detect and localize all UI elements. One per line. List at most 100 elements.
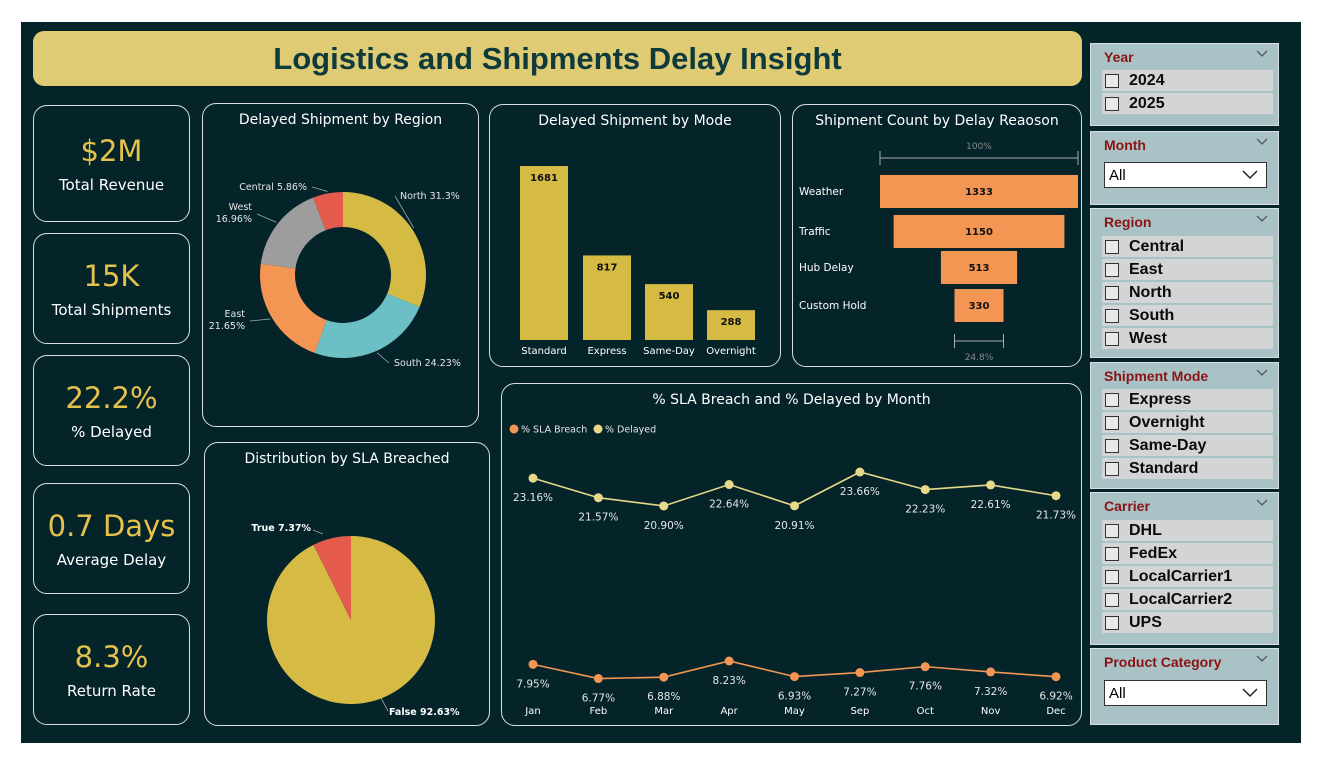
checkbox-icon[interactable]: [1105, 592, 1119, 607]
slicer-option[interactable]: Overnight: [1102, 412, 1273, 433]
funnel-bar: [940, 251, 1018, 284]
kpi-label: % Delayed: [71, 422, 152, 441]
slicer-option[interactable]: LocalCarrier2: [1102, 589, 1273, 610]
slicer-option[interactable]: Same-Day: [1102, 435, 1273, 456]
bar-value-label: 1681: [530, 173, 558, 184]
checkbox-icon[interactable]: [1105, 73, 1119, 88]
bar: [645, 284, 693, 340]
leader-line: [312, 529, 324, 535]
bar: [520, 166, 568, 340]
data-label: 21.73%: [1036, 510, 1076, 522]
data-label: 21.57%: [578, 512, 618, 524]
kpi-card-shipments: 15K Total Shipments: [33, 233, 190, 344]
data-label: 23.66%: [840, 486, 880, 498]
funnel-top-percent: 100%: [966, 142, 992, 152]
data-point: [855, 668, 865, 678]
checkbox-icon[interactable]: [1105, 331, 1119, 346]
data-point: [1051, 672, 1061, 682]
leader-line: [394, 195, 415, 229]
bar-value-label: 817: [597, 262, 618, 273]
chevron-down-icon[interactable]: [1256, 50, 1268, 58]
kpi-label: Total Shipments: [51, 300, 172, 319]
slicer-option[interactable]: East: [1102, 259, 1273, 280]
kpi-card-average-delay: 0.7 Days Average Delay: [33, 483, 190, 594]
x-tick-label: May: [784, 706, 805, 717]
month-dropdown[interactable]: All: [1104, 162, 1267, 188]
slicer-title: Month: [1104, 137, 1146, 153]
slicer-carrier: Carrier DHL FedEx LocalCarrier1 LocalCar…: [1090, 492, 1279, 645]
slicer-option[interactable]: Central: [1102, 236, 1273, 257]
chevron-down-icon[interactable]: [1256, 369, 1268, 377]
checkbox-icon[interactable]: [1105, 569, 1119, 584]
funnel-value-label: 1333: [965, 187, 993, 198]
slicer-shipment-mode: Shipment Mode Express Overnight Same-Day…: [1090, 362, 1279, 489]
checkbox-icon[interactable]: [1105, 546, 1119, 561]
donut-slice: [260, 263, 327, 354]
checkbox-icon[interactable]: [1105, 96, 1119, 111]
funnel-value-label: 330: [969, 301, 990, 312]
leader-line: [311, 186, 328, 192]
kpi-card-return-rate: 8.3% Return Rate: [33, 614, 190, 725]
slicer-option[interactable]: FedEx: [1102, 543, 1273, 564]
slicer-option[interactable]: North: [1102, 282, 1273, 303]
donut-slice: [343, 192, 426, 308]
kpi-label: Return Rate: [67, 681, 156, 700]
slicer-option-label: South: [1129, 306, 1175, 324]
slicer-option[interactable]: UPS: [1102, 612, 1273, 633]
funnel-category-label: Custom Hold: [799, 300, 866, 312]
slicer-option[interactable]: West: [1102, 328, 1273, 349]
legend-marker: [593, 424, 603, 434]
slicer-option[interactable]: 2024: [1102, 70, 1273, 91]
x-tick-label: Oct: [917, 706, 934, 717]
funnel-value-label: 1150: [965, 227, 993, 238]
slicer-title: Product Category: [1104, 654, 1222, 670]
chevron-down-icon[interactable]: [1256, 215, 1268, 223]
chart-title: Distribution by SLA Breached: [244, 451, 450, 467]
slicer-option[interactable]: Express: [1102, 389, 1273, 410]
kpi-label: Average Delay: [56, 550, 167, 569]
checkbox-icon[interactable]: [1105, 615, 1119, 630]
slicer-option-label: UPS: [1129, 613, 1162, 631]
title-bar: Logistics and Shipments Delay Insight: [33, 31, 1082, 86]
slice-label: North 31.3%: [400, 191, 460, 202]
checkbox-icon[interactable]: [1105, 523, 1119, 538]
data-label: 8.23%: [712, 675, 745, 687]
slicer-option[interactable]: Standard: [1102, 458, 1273, 479]
dropdown-value: All: [1109, 166, 1126, 184]
chart-title: Delayed Shipment by Region: [238, 112, 443, 128]
data-point: [593, 674, 603, 684]
kpi-value: 0.7 Days: [47, 509, 176, 544]
checkbox-icon[interactable]: [1105, 415, 1119, 430]
funnel-bar: [893, 215, 1065, 248]
slicer-option[interactable]: 2025: [1102, 93, 1273, 114]
data-point: [986, 480, 996, 490]
slicer-option[interactable]: DHL: [1102, 520, 1273, 541]
chevron-down-icon[interactable]: [1256, 499, 1268, 507]
slicer-option[interactable]: South: [1102, 305, 1273, 326]
slicer-option-label: North: [1129, 283, 1172, 301]
funnel-category-label: Hub Delay: [799, 262, 854, 274]
data-label: 7.32%: [974, 686, 1007, 698]
data-label: 7.76%: [909, 681, 942, 693]
x-tick-label: Apr: [720, 706, 738, 717]
checkbox-icon[interactable]: [1105, 262, 1119, 277]
chevron-down-icon[interactable]: [1256, 655, 1268, 663]
pie-slice: [313, 536, 351, 620]
checkbox-icon[interactable]: [1105, 461, 1119, 476]
sla-pie-panel: Distribution by SLA Breached False 92.63…: [204, 442, 490, 726]
checkbox-icon[interactable]: [1105, 285, 1119, 300]
slicer-option[interactable]: LocalCarrier1: [1102, 566, 1273, 587]
legend-label: % Delayed: [605, 425, 656, 436]
product-category-dropdown[interactable]: All: [1104, 680, 1267, 706]
mode-bar-panel: Delayed Shipment by Mode 1681 Standard 817…: [489, 104, 781, 367]
chevron-down-icon[interactable]: [1256, 138, 1268, 146]
checkbox-icon[interactable]: [1105, 438, 1119, 453]
checkbox-icon[interactable]: [1105, 308, 1119, 323]
funnel-bottom-percent: 24.8%: [965, 353, 994, 363]
data-point: [724, 480, 734, 490]
slicer-title: Carrier: [1104, 498, 1150, 514]
checkbox-icon[interactable]: [1105, 392, 1119, 407]
x-tick-label: Same-Day: [643, 346, 695, 357]
checkbox-icon[interactable]: [1105, 239, 1119, 254]
chart-title: Shipment Count by Delay Reaoson: [815, 113, 1059, 129]
